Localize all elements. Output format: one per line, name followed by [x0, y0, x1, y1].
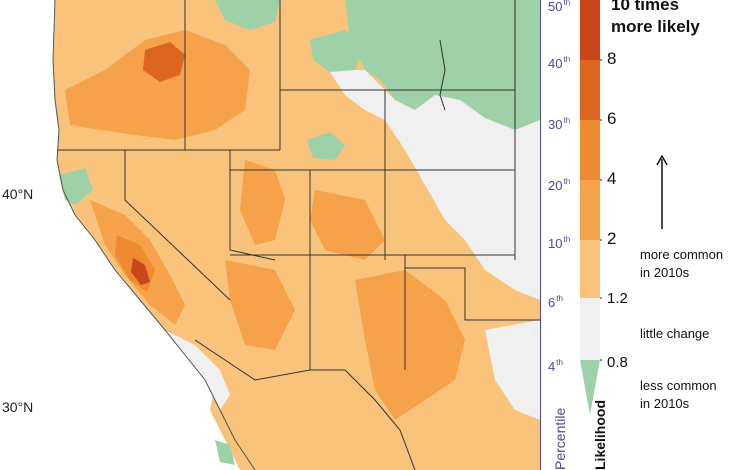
- percentile-tick-30: 30th: [548, 116, 571, 132]
- likelihood-colorbar: [580, 0, 602, 415]
- orange-utah: [240, 160, 285, 245]
- lat-label-40: 40°N: [2, 186, 34, 202]
- colorbar-ticks: [600, 59, 602, 361]
- hotspot-idaho-oregon: [143, 42, 185, 82]
- hotspot-central-valley-core: [131, 258, 150, 285]
- legend-head-line1: 10 times: [611, 0, 680, 14]
- percentile-axis-title: Percentile: [552, 407, 568, 470]
- green-idaho-patch: [215, 0, 280, 30]
- colorbar-6: [580, 120, 600, 180]
- legend-head-line2: more likely: [611, 17, 700, 36]
- likelihood-value-2: 2: [607, 229, 617, 248]
- orange-arizona: [225, 260, 295, 350]
- colorbar-10x: [580, 0, 600, 60]
- colorbar-8: [580, 60, 600, 120]
- state-boundaries: [57, 0, 540, 470]
- map-panel: [45, 0, 540, 470]
- colorbar-2: [580, 240, 600, 298]
- legend-head: 10 times more likely: [611, 0, 700, 38]
- percentile-tick-20: 20th: [548, 177, 571, 193]
- percentile-tick-40: 40th: [548, 55, 571, 71]
- likelihood-value-1-2: 1.2: [607, 290, 628, 307]
- likelihood-axis-title: Likelihood: [592, 400, 608, 470]
- likelihood-value-8: 8: [607, 49, 617, 68]
- orange-pacific-nw: [65, 30, 250, 140]
- up-arrow-icon: [656, 155, 668, 229]
- note-little-change: little change: [640, 326, 710, 341]
- percentile-tick-50: 50th: [548, 0, 571, 14]
- green-montana-patch: [310, 30, 365, 72]
- note-more-line1: more common: [640, 247, 724, 262]
- green-northern-plains: [345, 0, 540, 130]
- colorbar-4: [580, 180, 600, 240]
- river-line: [439, 39, 446, 111]
- green-baja-patch: [215, 440, 235, 465]
- colorbar-little: [580, 298, 600, 360]
- note-more-line2: in 2010s: [640, 265, 690, 280]
- likelihood-value-4: 4: [607, 169, 617, 188]
- percentile-tick-10: 10th: [548, 235, 571, 251]
- grey-plains: [330, 70, 540, 300]
- orange-colorado: [310, 190, 385, 260]
- note-less-line1: less common: [640, 378, 717, 393]
- note-less-common: less common in 2010s: [640, 377, 717, 413]
- likelihood-value-0-8: 0.8: [607, 354, 628, 371]
- percentile-tick-6: 6th: [548, 294, 563, 310]
- lat-label-30: 30°N: [2, 399, 34, 415]
- colorbar-less-triangle: [580, 360, 600, 415]
- green-coast-patch: [59, 168, 93, 205]
- percentile-tick-4: 4th: [548, 358, 563, 374]
- western-us-map: [45, 0, 540, 470]
- grey-texas-east: [485, 320, 540, 420]
- note-less-line2: in 2010s: [640, 396, 690, 411]
- coastline: [52, 0, 256, 470]
- orange-nm-texas: [355, 270, 465, 420]
- likelihood-value-6: 6: [607, 109, 617, 128]
- green-wyoming-patch: [307, 132, 345, 160]
- percentile-axis-line: [540, 0, 541, 470]
- note-more-common: more common in 2010s: [640, 246, 723, 282]
